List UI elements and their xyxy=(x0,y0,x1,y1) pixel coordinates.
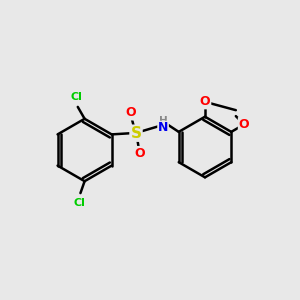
Text: O: O xyxy=(200,95,210,108)
Text: H: H xyxy=(159,116,168,126)
Text: Cl: Cl xyxy=(70,92,82,102)
Text: O: O xyxy=(239,118,249,131)
Text: O: O xyxy=(134,147,145,160)
Text: S: S xyxy=(130,126,142,141)
Text: Cl: Cl xyxy=(73,198,85,208)
Text: O: O xyxy=(125,106,136,119)
Text: N: N xyxy=(158,122,168,134)
